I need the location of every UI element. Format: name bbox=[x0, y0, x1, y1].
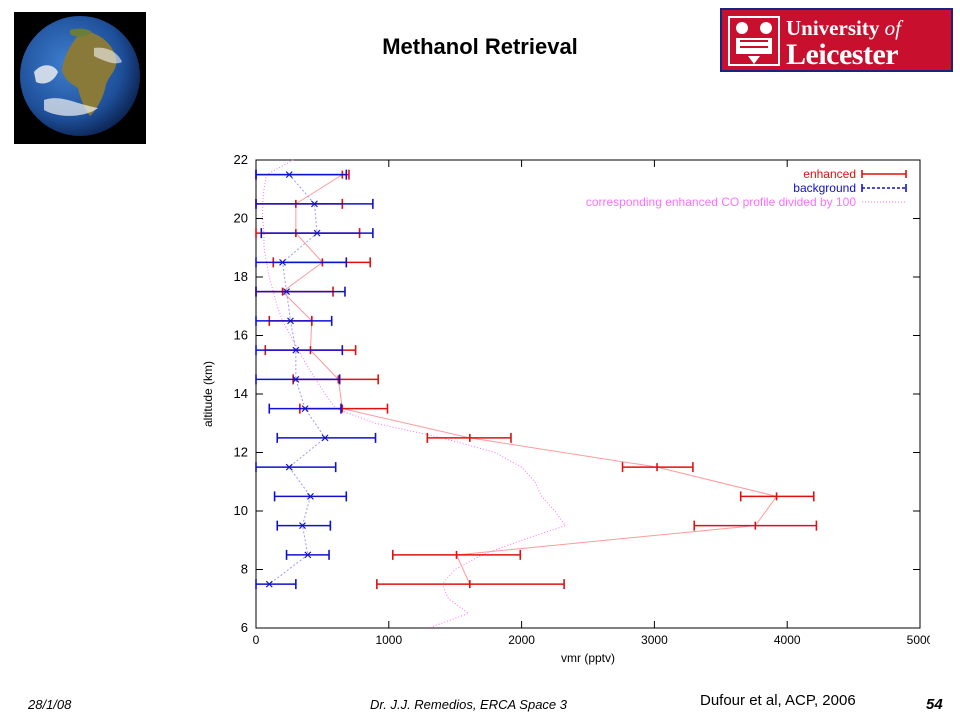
background-point bbox=[279, 258, 286, 266]
x-tick-label: 1000 bbox=[375, 633, 402, 647]
y-axis-label: altitude (km) bbox=[201, 361, 215, 427]
figure-credit: Dufour et al, ACP, 2006 bbox=[700, 692, 856, 709]
background-point bbox=[285, 171, 293, 179]
y-tick-label: 16 bbox=[234, 328, 248, 343]
university-logo: University of Leicester bbox=[720, 8, 953, 72]
background-point bbox=[292, 346, 300, 354]
logo-line2: Leicester bbox=[786, 38, 899, 71]
y-tick-label: 18 bbox=[234, 269, 248, 284]
series-co-profile-line bbox=[262, 159, 567, 629]
y-tick-label: 22 bbox=[234, 152, 248, 167]
x-tick-label: 2000 bbox=[508, 633, 535, 647]
slide-title: Methanol Retrieval bbox=[382, 34, 578, 59]
background-point bbox=[292, 375, 300, 383]
y-tick-label: 10 bbox=[234, 503, 248, 518]
earth-globe-image bbox=[14, 12, 146, 144]
background-point bbox=[287, 317, 294, 325]
footer-date: 28/1/08 bbox=[28, 697, 72, 712]
legend-label: enhanced bbox=[803, 167, 856, 181]
y-tick-label: 12 bbox=[234, 445, 248, 460]
background-point bbox=[265, 580, 273, 588]
background-point bbox=[313, 229, 321, 237]
background-point bbox=[285, 463, 293, 471]
legend-label: corresponding enhanced CO profile divide… bbox=[586, 195, 857, 209]
footer-author: Dr. J.J. Remedios, ERCA Space 3 bbox=[370, 697, 567, 712]
background-point bbox=[299, 522, 306, 530]
y-tick-label: 8 bbox=[241, 562, 248, 577]
y-tick-label: 14 bbox=[234, 386, 248, 401]
crest-icon bbox=[728, 16, 780, 66]
background-point bbox=[307, 492, 314, 500]
y-tick-label: 20 bbox=[234, 211, 248, 226]
background-point bbox=[283, 288, 290, 296]
x-tick-label: 5000 bbox=[907, 633, 930, 647]
background-point bbox=[321, 434, 329, 442]
x-tick-label: 4000 bbox=[774, 633, 801, 647]
page-number: 54 bbox=[926, 696, 943, 713]
background-point bbox=[301, 405, 309, 413]
x-tick-label: 3000 bbox=[641, 633, 668, 647]
methanol-profile-chart: 0 1000 2000 3000 4000 5000 6 8 10 12 14 16 18 20 22 vmr… bbox=[201, 152, 930, 665]
legend-label: background bbox=[793, 181, 856, 195]
background-point bbox=[304, 551, 312, 559]
x-axis-label: vmr (pptv) bbox=[561, 651, 615, 665]
y-tick-label: 6 bbox=[241, 620, 248, 635]
background-point bbox=[311, 200, 318, 208]
logo-line1: University of bbox=[786, 16, 901, 40]
x-tick-label: 0 bbox=[253, 633, 260, 647]
plot-frame bbox=[255, 159, 921, 629]
